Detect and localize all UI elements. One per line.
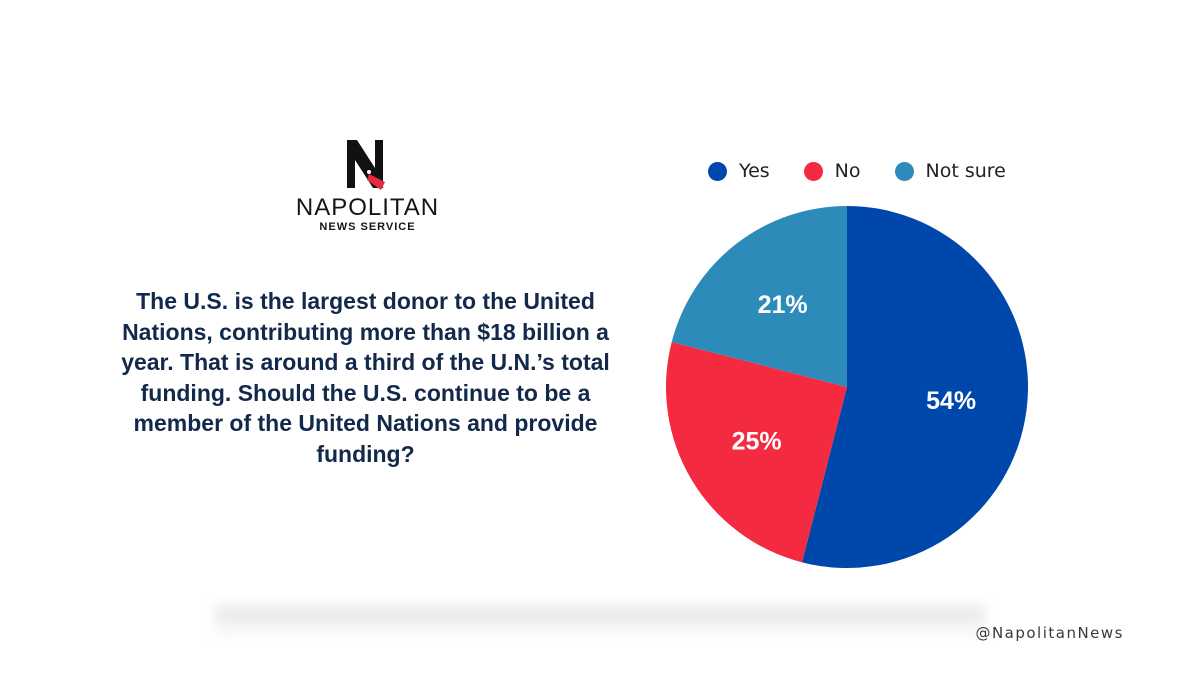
data-label-not-sure: 21% — [758, 291, 808, 319]
legend-item-not-sure: Not sure — [894, 160, 1006, 182]
poll-question: The U.S. is the largest donor to the Uni… — [121, 288, 610, 467]
legend-label-not-sure: Not sure — [925, 160, 1006, 182]
legend-swatch-yes — [708, 161, 727, 181]
pie-slice-not-sure — [671, 206, 847, 387]
brand-subtitle: NEWS SERVICE — [319, 221, 416, 233]
legend-label-no: No — [834, 160, 861, 182]
pie-slice-no — [666, 341, 847, 563]
chart-legend: Yes No Not sure — [708, 158, 1040, 184]
legend-item-yes: Yes — [708, 160, 770, 182]
legend-swatch-no — [803, 161, 823, 181]
pie-slice-yes — [801, 206, 1028, 568]
data-label-no: 25% — [732, 427, 782, 455]
legend-label-yes: Yes — [739, 160, 770, 182]
legend-swatch-not-sure — [894, 161, 914, 181]
social-handle: @NapolitanNews — [975, 624, 1124, 642]
drop-shadow — [215, 606, 985, 640]
brand-name: NAPOLITAN — [295, 194, 440, 221]
brand-logo: NAPOLITAN NEWS SERVICE — [290, 138, 445, 238]
napolitan-n-bird-logo-icon — [347, 140, 385, 190]
data-label-yes: 54% — [926, 387, 976, 415]
legend-item-no: No — [803, 160, 861, 182]
